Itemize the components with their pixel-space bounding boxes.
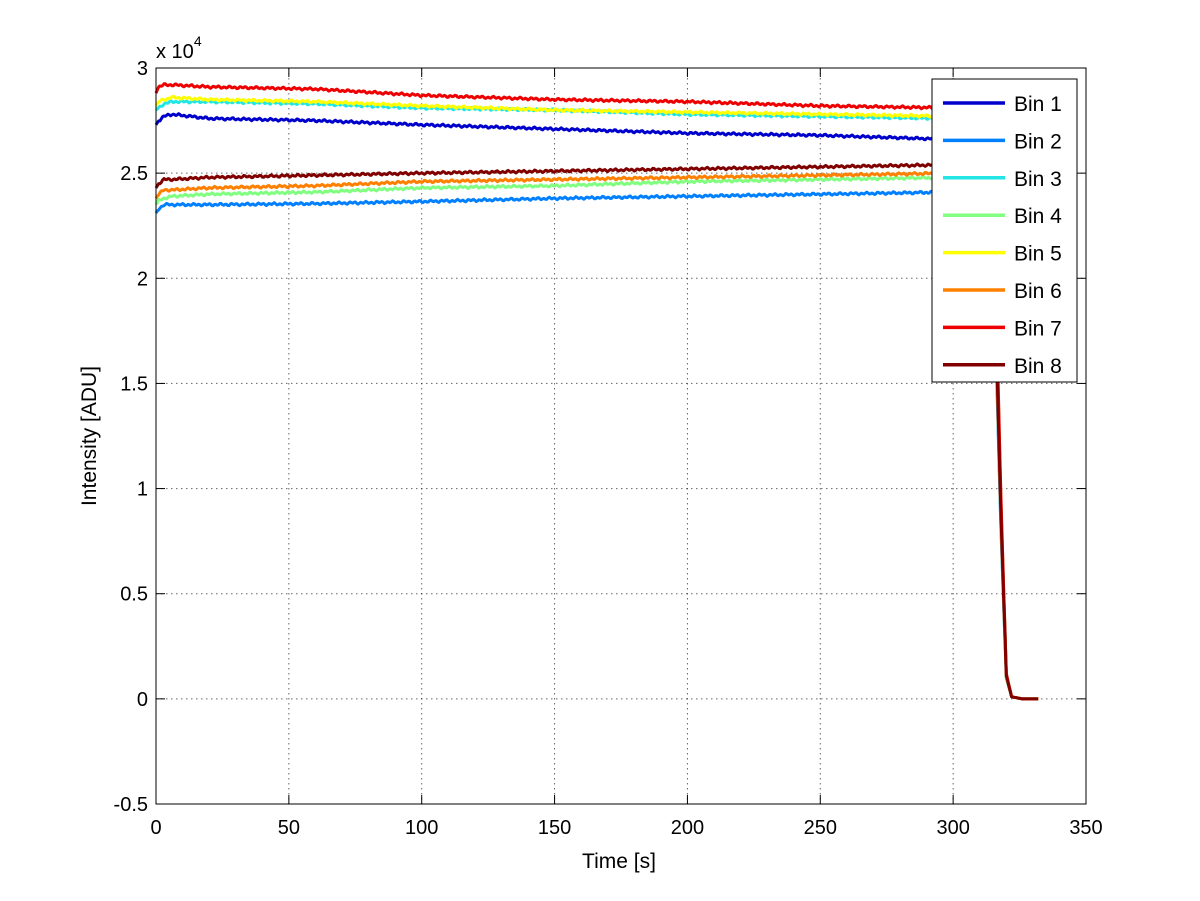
y-multiplier-exponent: 4: [194, 33, 202, 49]
y-multiplier: x 104: [156, 33, 202, 63]
y-tick-label: 1: [137, 479, 148, 501]
y-tick-labels: -0.5 0 0.5 1 1.5 2 2.5 3: [114, 58, 148, 816]
legend-label-3: Bin 3: [1014, 168, 1062, 191]
series-line-7: [154, 82, 1039, 701]
y-tick-label: 3: [137, 58, 148, 80]
y-multiplier-base: x 10: [156, 41, 194, 63]
series-line-4: [154, 174, 1039, 701]
y-tick-label: -0.5: [114, 794, 148, 816]
x-tick-label: 350: [1069, 817, 1102, 839]
legend-label-5: Bin 5: [1014, 243, 1062, 266]
y-tick-label: 0: [137, 689, 148, 711]
series-group: [154, 82, 1039, 701]
series-line-5: [154, 94, 1039, 701]
series-line-6: [154, 170, 1039, 701]
series-line-1: [154, 112, 1039, 701]
x-axis-label: Time [s]: [582, 850, 656, 873]
y-tick-label: 2: [137, 268, 148, 290]
y-axis-label: Intensity [ADU]: [78, 366, 101, 506]
y-tick-label: 2.5: [120, 163, 148, 185]
legend: Bin 1 Bin 2 Bin 3 Bin 4 Bin 5 Bin 6 Bin 7 Bin 8: [931, 78, 1078, 383]
y-tick-label: 0.5: [120, 584, 148, 606]
legend-label-4: Bin 4: [1014, 205, 1062, 228]
series-line-2: [154, 189, 1039, 701]
y-tick-label: 1.5: [120, 373, 148, 395]
x-tick-labels: 0 50 100 150 200 250 300 350: [150, 817, 1102, 839]
legend-label-7: Bin 7: [1014, 317, 1062, 340]
legend-box: [931, 78, 1078, 383]
x-tick-label: 200: [671, 817, 704, 839]
x-tick-label: 50: [278, 817, 300, 839]
series-line-8: [154, 162, 1039, 701]
plot-frame: [155, 67, 1087, 805]
ticks: [155, 67, 1087, 805]
legend-label-2: Bin 2: [1014, 130, 1062, 153]
x-tick-label: 250: [804, 817, 837, 839]
legend-label-6: Bin 6: [1014, 280, 1062, 303]
legend-label-1: Bin 1: [1014, 93, 1062, 116]
x-tick-label: 300: [936, 817, 969, 839]
x-tick-label: 100: [405, 817, 438, 839]
x-tick-label: 150: [538, 817, 571, 839]
legend-label-8: Bin 8: [1014, 355, 1062, 378]
x-tick-label: 0: [150, 817, 161, 839]
